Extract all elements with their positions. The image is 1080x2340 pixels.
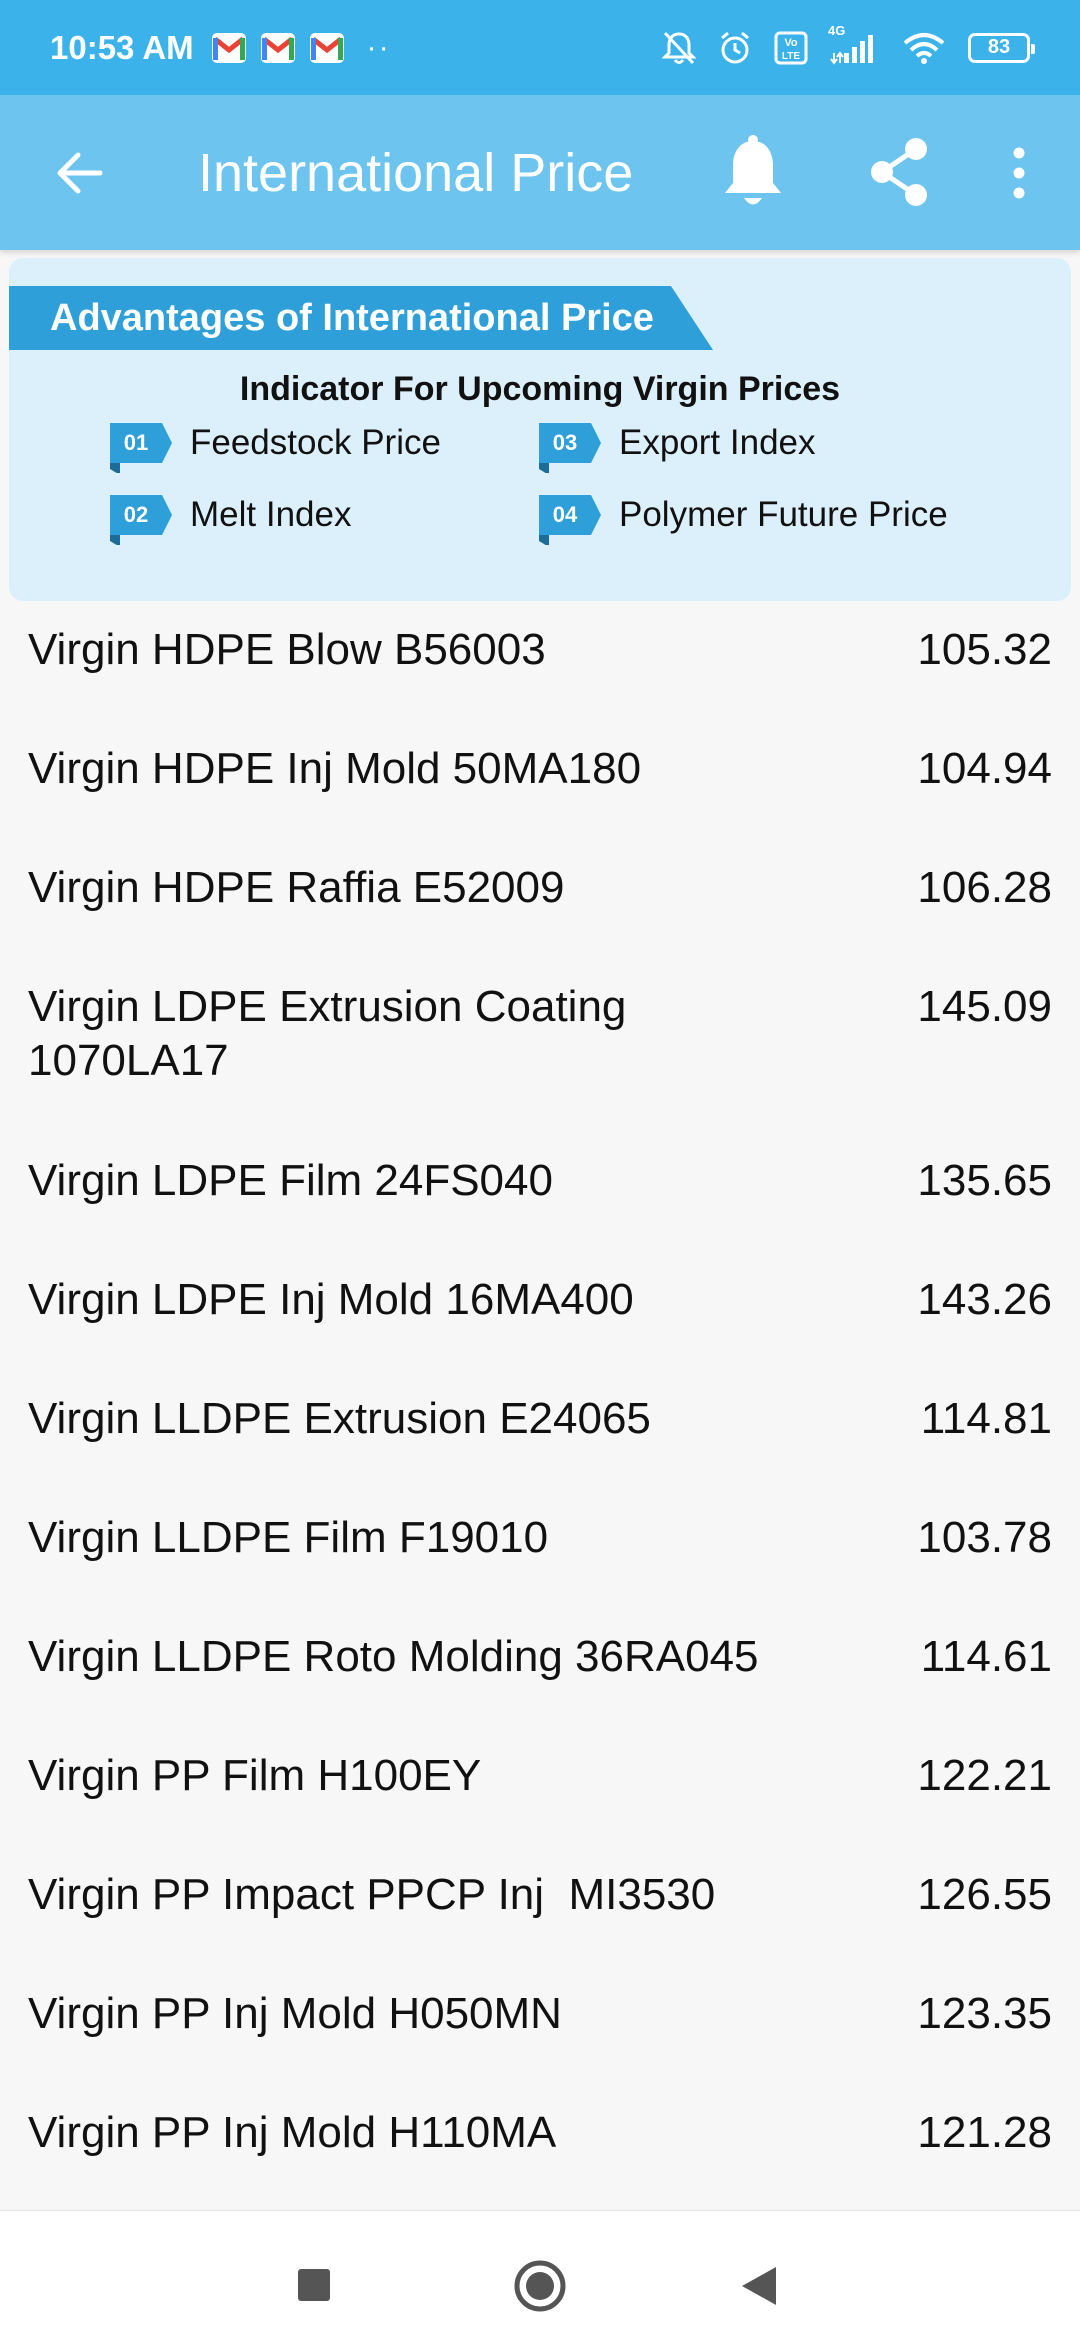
indicator-melt-index: 02 Melt Index [110,495,352,545]
indicator-feedstock-price: 01 Feedstock Price [110,423,441,473]
gmail-icon [211,32,246,63]
indicator-number: 02 [123,502,149,527]
home-circle-icon[interactable] [513,2259,567,2313]
product-name: Virgin PP Film H100EY [28,1751,482,1800]
indicator-polymer-future-price: 04 Polymer Future Price [539,495,948,545]
product-price: 143.26 [917,1275,1052,1324]
product-name: Virgin LLDPE Roto Molding 36RA045 [28,1632,759,1681]
number-badge-icon: 02 [110,495,172,545]
indicator-label: Feedstock Price [190,423,441,462]
product-price: 135.65 [917,1156,1052,1205]
product-price: 104.94 [917,744,1052,793]
product-name: Virgin LLDPE Extrusion E24065 [28,1394,651,1443]
product-price: 105.32 [917,625,1052,674]
recents-square-icon[interactable] [298,2269,330,2301]
battery-icon: 83 [968,32,1035,63]
indicator-label: Melt Index [190,495,352,534]
network-type-label: 4G [828,22,846,38]
product-price: 121.28 [917,2108,1052,2157]
product-name: Virgin HDPE Raffia E52009 [28,863,565,912]
product-price: 145.09 [917,982,1052,1031]
indicator-number: 01 [123,430,149,455]
product-name: Virgin HDPE Blow B56003 [28,625,546,674]
product-name: Virgin HDPE Inj Mold 50MA180 [28,744,642,793]
back-triangle-icon[interactable] [740,2265,780,2307]
svg-text:Vo: Vo [784,37,798,49]
product-name: Virgin PP Inj Mold H050MN [28,1989,562,2038]
number-badge-icon: 01 [110,423,172,473]
app-bar: International Price [0,95,1080,250]
signal-icon: 4G [828,23,880,65]
more-notifications-icon: ·· [366,30,391,64]
indicator-number: 04 [552,502,578,527]
product-name: Virgin PP Inj Mold H110MA [28,2108,557,2157]
bell-icon[interactable] [718,135,788,211]
product-name: Virgin LDPE Extrusion Coating 1070LA17 [28,982,627,1085]
banner-subtitle: Indicator For Upcoming Virgin Prices [239,370,841,408]
svg-text:LTE: LTE [782,51,800,62]
banner-title: Advantages of International Price [9,286,713,350]
advantages-banner[interactable]: Advantages of International Price Indica… [9,258,1071,601]
page-title: International Price [198,143,634,203]
battery-level: 83 [987,36,1011,58]
indicator-label: Polymer Future Price [619,495,948,534]
gmail-icon [309,32,344,63]
product-price: 123.35 [917,1989,1052,2038]
product-name: Virgin PP Impact PPCP Inj MI3530 [28,1870,716,1919]
bell-off-icon [662,30,696,66]
product-name: Virgin LDPE Inj Mold 16MA400 [28,1275,634,1324]
alarm-icon [718,30,752,66]
system-nav-bar [0,2210,1080,2340]
indicator-label: Export Index [619,423,816,462]
status-bar: 10:53 AM ·· Vo LTE 4G 83 [0,0,1080,95]
indicator-export-index: 03 Export Index [539,423,816,473]
more-vert-icon[interactable] [1004,143,1034,203]
status-time: 10:53 AM [50,28,194,66]
wifi-icon [902,31,946,65]
volte-icon: Vo LTE [774,31,808,65]
product-price: 114.81 [920,1394,1052,1443]
product-price: 106.28 [917,863,1052,912]
product-price: 114.61 [920,1632,1052,1681]
number-badge-icon: 04 [539,495,601,545]
product-price: 126.55 [917,1870,1052,1919]
product-price: 103.78 [917,1513,1052,1562]
number-badge-icon: 03 [539,423,601,473]
product-price: 122.21 [917,1751,1052,1800]
indicator-number: 03 [552,430,578,455]
product-name: Virgin LDPE Film 24FS040 [28,1156,553,1205]
gmail-icon [260,32,295,63]
product-name: Virgin LLDPE Film F19010 [28,1513,549,1562]
back-arrow-icon[interactable] [50,143,110,203]
share-icon[interactable] [868,137,930,207]
